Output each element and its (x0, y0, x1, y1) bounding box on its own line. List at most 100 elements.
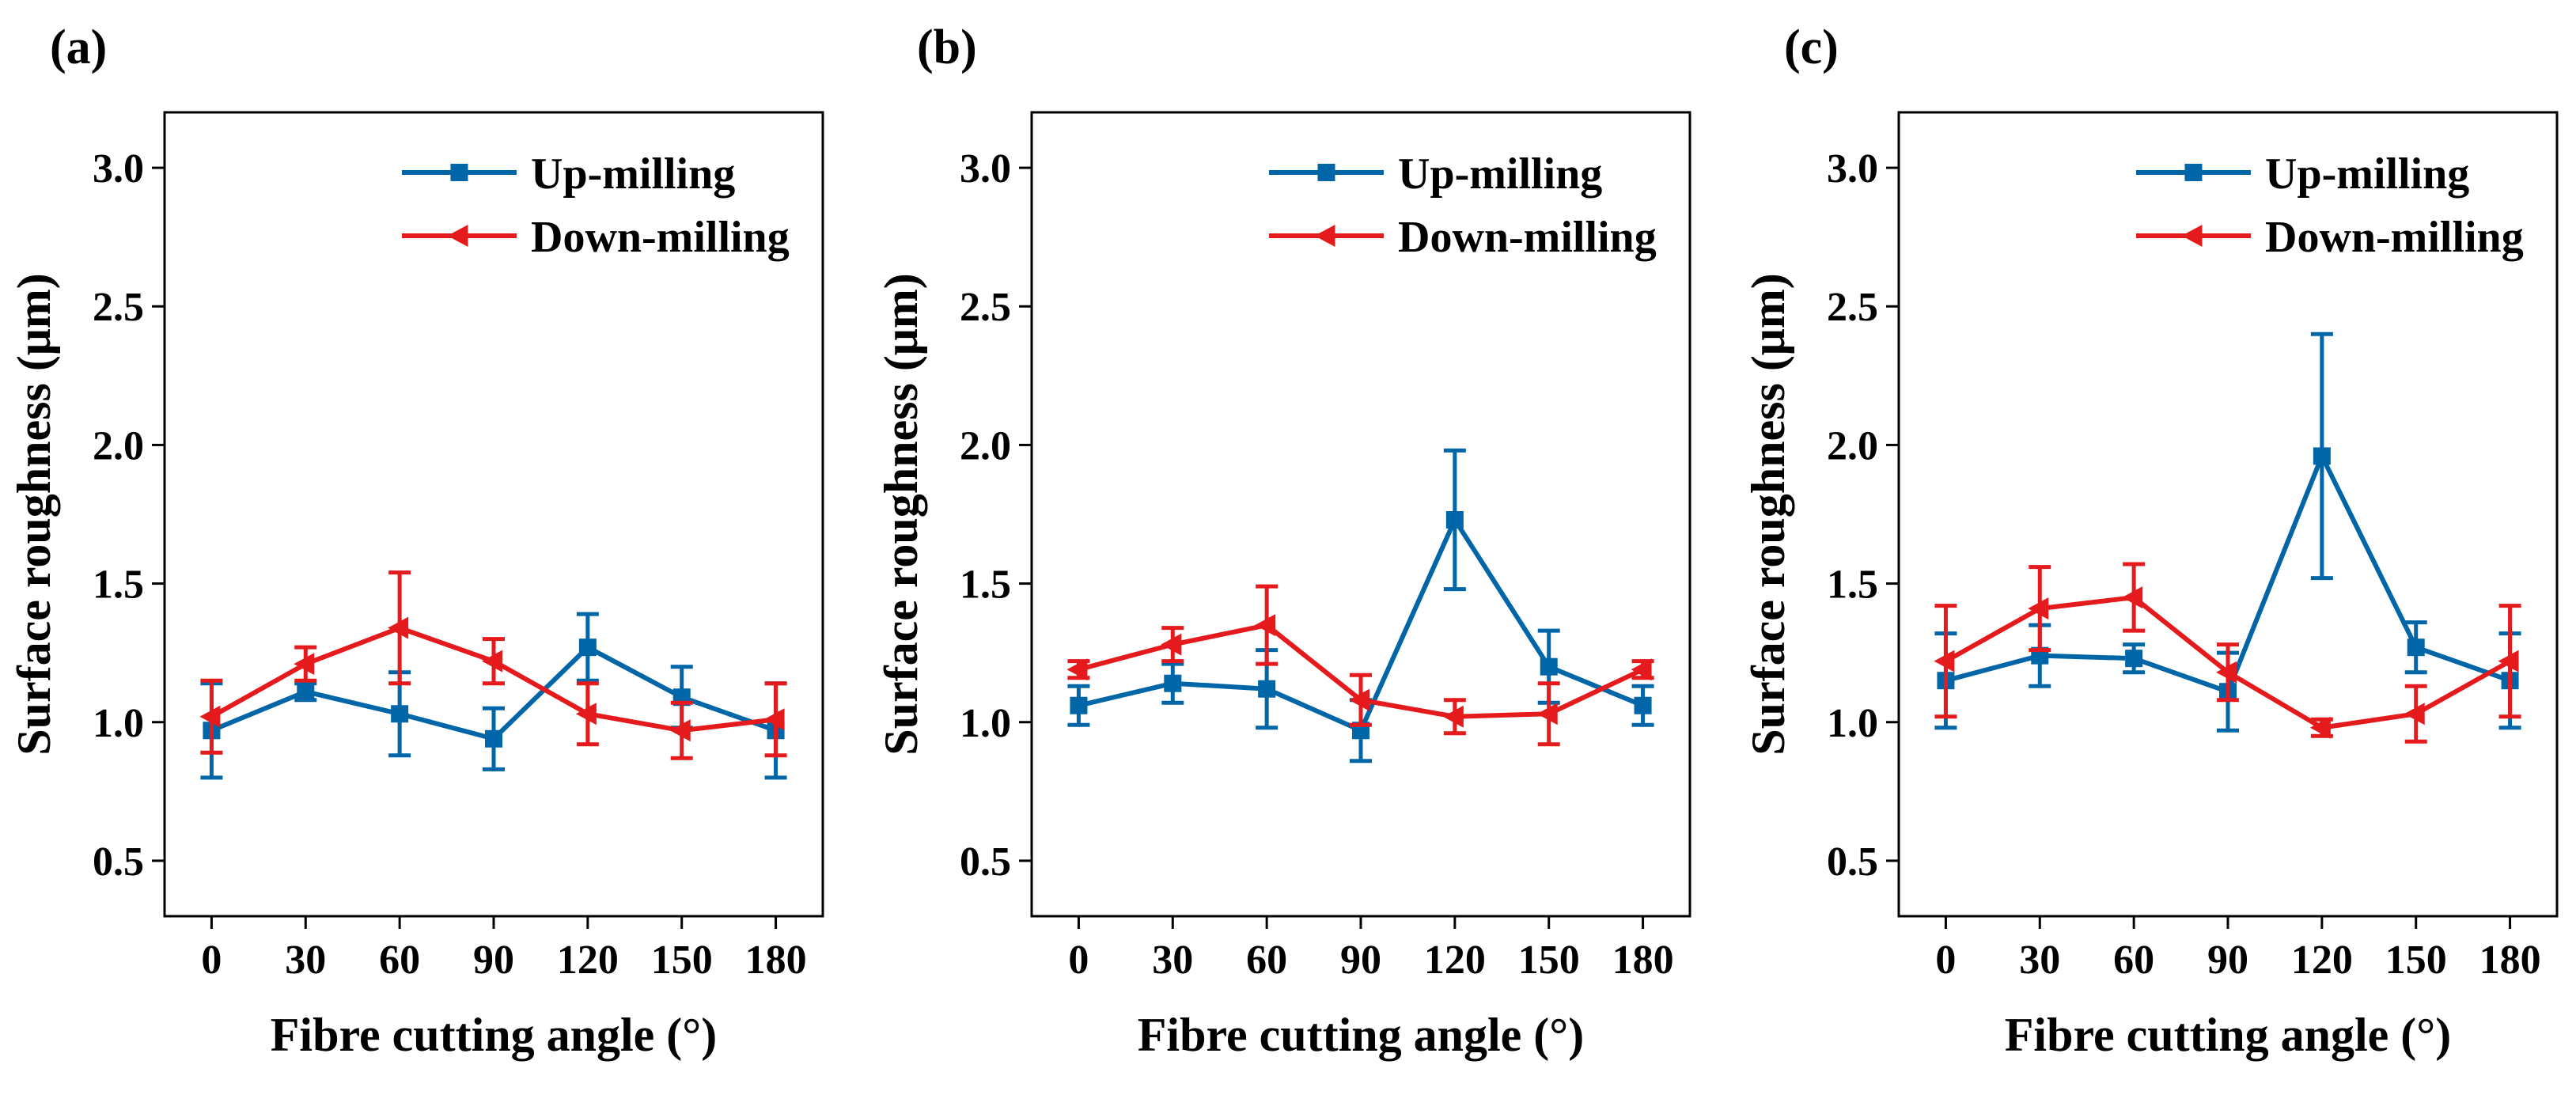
legend: Up-milling Down-milling (402, 150, 790, 262)
y-tick-label: 2.5 (93, 285, 144, 330)
legend: Up-milling Down-milling (1269, 150, 1657, 262)
x-tick-label: 120 (2291, 938, 2353, 983)
x-tick-label: 60 (1246, 938, 1287, 983)
x-tick-label: 180 (1612, 938, 1674, 983)
y-tick-label: 3.0 (93, 146, 144, 191)
x-tick-label: 180 (745, 938, 807, 983)
panel-label: (c) (1784, 21, 1839, 74)
y-tick-label: 2.5 (1827, 285, 1878, 330)
x-tick-label: 0 (1068, 938, 1089, 983)
data-point (1634, 696, 1652, 714)
x-axis-label: Fibre cutting angle (°) (271, 1009, 718, 1061)
data-point (2216, 661, 2237, 684)
x-tick-label: 60 (379, 938, 420, 983)
legend-label: Up-milling (1398, 150, 1602, 199)
x-tick-label: 0 (201, 938, 222, 983)
x-tick-label: 90 (2207, 938, 2248, 983)
data-point (1258, 680, 1276, 698)
x-tick-label: 30 (285, 938, 326, 983)
data-point (1540, 657, 1558, 676)
data-point (199, 705, 221, 728)
data-point (1442, 705, 1464, 728)
legend-marker (1314, 225, 1335, 247)
y-tick-label: 2.0 (960, 423, 1011, 468)
data-point (2309, 716, 2331, 739)
data-point (1070, 696, 1088, 714)
x-tick-label: 30 (2019, 938, 2060, 983)
y-tick-label: 1.0 (960, 701, 1011, 746)
x-tick-label: 120 (557, 938, 619, 983)
series-up-milling (1067, 448, 1654, 763)
data-point (1934, 650, 1955, 673)
series-down-milling (199, 570, 787, 760)
series-down-milling (1066, 584, 1654, 747)
data-point (1631, 658, 1652, 681)
y-tick-label: 0.5 (960, 839, 1011, 885)
y-tick-label: 2.0 (1827, 423, 1878, 468)
x-tick-label: 0 (1935, 938, 1956, 983)
y-tick-label: 2.5 (960, 285, 1011, 330)
panel-label: (a) (50, 21, 107, 74)
legend-marker (450, 164, 468, 181)
y-tick-label: 0.5 (93, 839, 144, 885)
data-point (2125, 650, 2143, 668)
y-axis-label: Surface roughness (μm) (875, 273, 927, 756)
legend-marker (2181, 225, 2203, 247)
data-point (578, 638, 597, 657)
data-point (669, 719, 691, 742)
legend-label: Down-milling (2265, 213, 2524, 262)
data-point (1445, 511, 1464, 529)
data-point (2404, 703, 2425, 726)
x-axis-label: Fibre cutting angle (°) (2005, 1009, 2452, 1061)
legend-label: Up-milling (531, 150, 735, 199)
data-point (763, 708, 785, 731)
data-point (1161, 633, 1182, 656)
data-point (2028, 597, 2049, 620)
data-point (294, 653, 315, 676)
x-tick-label: 60 (2113, 938, 2154, 983)
legend-marker (447, 225, 468, 247)
data-point (1536, 703, 1558, 726)
x-tick-label: 180 (2479, 938, 2541, 983)
data-point (1164, 674, 1182, 692)
chart-panel-3: (c) 0.5 1.0 1.5 2.0 2.5 3.0 0 30 60 90 120 150 180 Fib… (1742, 21, 2559, 1061)
data-point (1255, 614, 1276, 637)
data-point (485, 729, 502, 748)
data-point (2407, 638, 2425, 657)
y-tick-label: 1.5 (960, 563, 1011, 608)
y-tick-label: 0.5 (1827, 839, 1878, 885)
x-tick-label: 150 (2385, 938, 2447, 983)
legend-marker (1317, 164, 1335, 181)
x-axis-label: Fibre cutting angle (°) (1138, 1009, 1585, 1061)
chart-panel-2: (b) 0.5 1.0 1.5 2.0 2.5 3.0 0 30 60 90 120 150 180 Fib… (875, 21, 1691, 1061)
y-tick-label: 1.0 (1827, 701, 1878, 746)
x-tick-label: 150 (651, 938, 713, 983)
legend-label: Down-milling (531, 213, 790, 262)
y-tick-label: 3.0 (1827, 146, 1878, 191)
y-tick-label: 2.0 (93, 423, 144, 468)
legend: Up-milling Down-milling (2136, 150, 2524, 262)
data-point (388, 616, 409, 639)
x-tick-label: 90 (1340, 938, 1381, 983)
y-axis-label: Surface roughness (μm) (8, 273, 60, 756)
data-point (297, 683, 315, 701)
data-point (2122, 586, 2143, 609)
data-point (2313, 447, 2331, 465)
data-point (1349, 688, 1369, 711)
y-tick-label: 1.0 (93, 701, 144, 746)
data-point (482, 650, 502, 673)
data-point (391, 705, 409, 723)
series-down-milling (1934, 562, 2521, 744)
panel-label: (b) (917, 21, 977, 74)
y-tick-label: 1.5 (1827, 563, 1878, 608)
y-tick-label: 3.0 (960, 146, 1011, 191)
x-tick-label: 90 (473, 938, 514, 983)
legend-label: Up-milling (2265, 150, 2469, 199)
y-tick-label: 1.5 (93, 563, 144, 608)
legend-marker (2184, 164, 2203, 181)
data-point (1066, 658, 1088, 681)
x-tick-label: 30 (1152, 938, 1193, 983)
y-axis-label: Surface roughness (μm) (1742, 273, 1794, 756)
series-up-milling (200, 612, 787, 780)
